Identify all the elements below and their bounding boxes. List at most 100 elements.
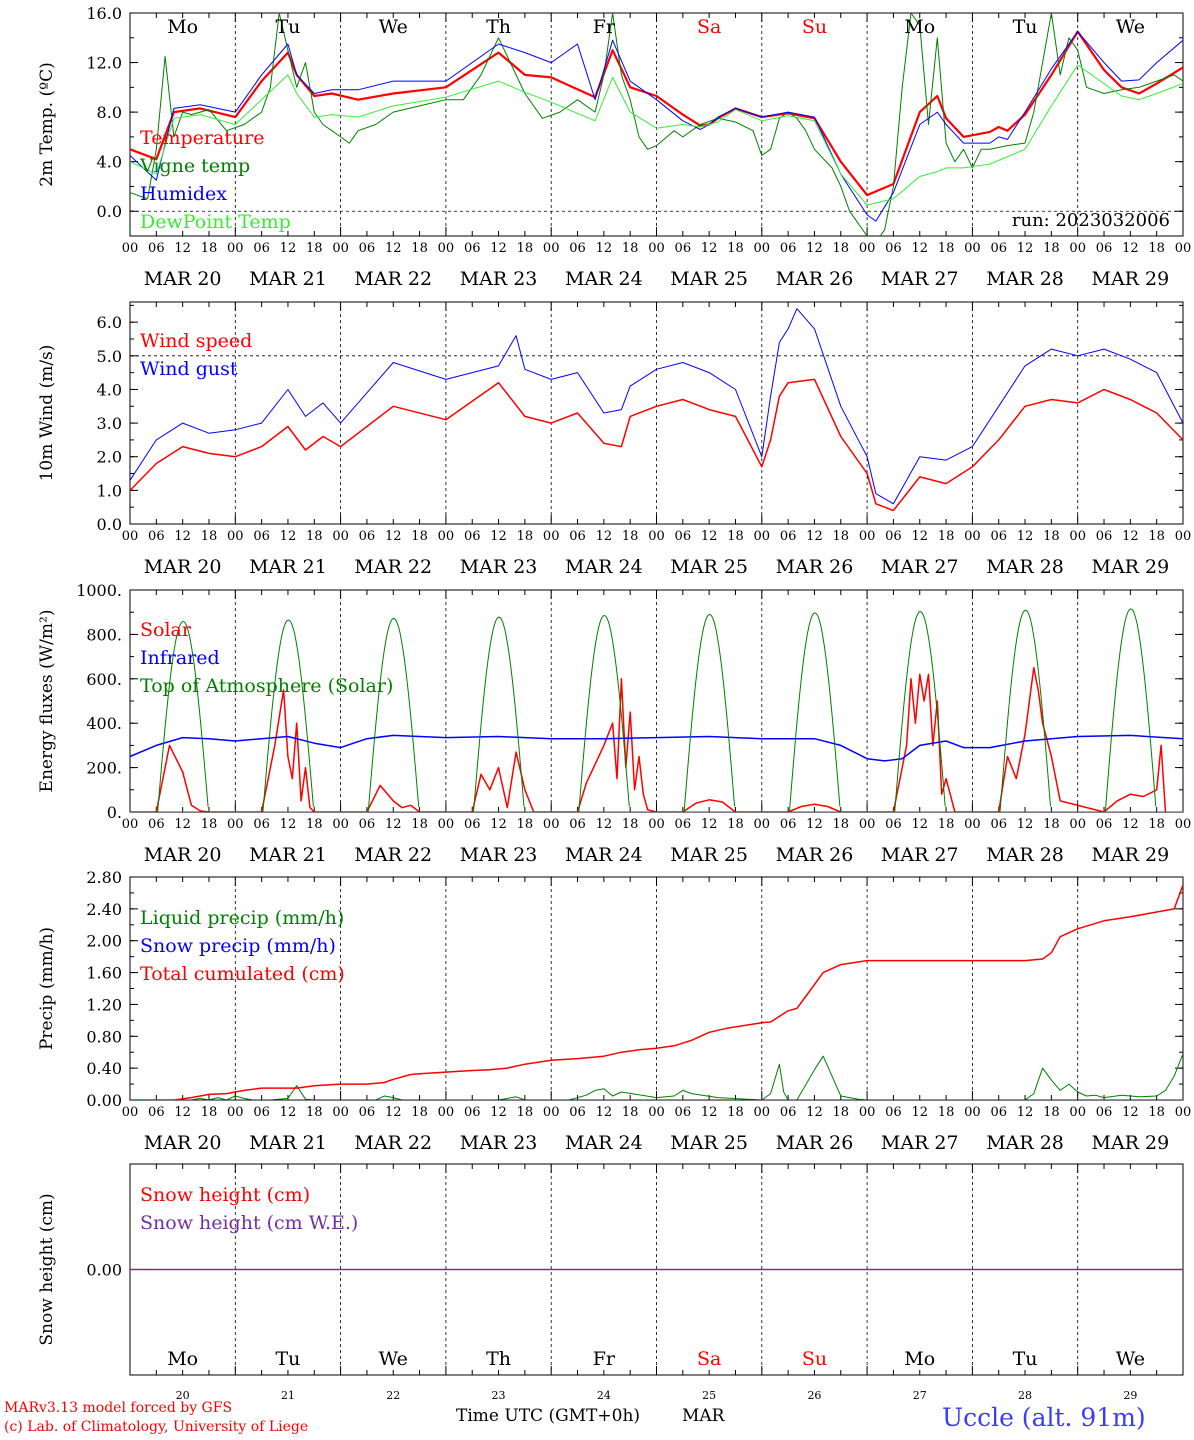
hour-label: 12	[385, 1105, 402, 1120]
hour-label: 00	[122, 817, 139, 832]
legend-entry: Humidex	[140, 183, 227, 205]
hour-label: 06	[1096, 817, 1113, 832]
y-tick-label: 600.	[86, 670, 122, 689]
y-tick-label: 0.0	[97, 202, 122, 221]
hour-label: 18	[622, 529, 639, 544]
hour-label: 12	[1017, 241, 1034, 256]
hour-label: 00	[964, 241, 981, 256]
day-name: We	[379, 16, 408, 38]
date-label: MAR 20	[144, 556, 222, 578]
legend-entry: Top of Atmosphere (Solar)	[140, 675, 393, 697]
hour-label: 00	[122, 529, 139, 544]
hour-label: 06	[675, 529, 692, 544]
hour-label: 00	[1175, 817, 1192, 832]
hour-label: 12	[806, 241, 823, 256]
hour-label: 18	[833, 1105, 850, 1120]
day-name: We	[1116, 16, 1145, 38]
hour-label: 12	[806, 1105, 823, 1120]
hour-label: 18	[1148, 1105, 1165, 1120]
y-tick-label: 0.0	[97, 515, 122, 534]
date-label: MAR 20	[144, 1132, 222, 1154]
legend-entry: Wind speed	[140, 330, 252, 352]
y-tick-label: 2.40	[86, 900, 122, 919]
date-label: MAR 23	[460, 1132, 538, 1154]
hour-label: 00	[332, 1105, 349, 1120]
date-label: MAR 25	[670, 556, 748, 578]
hour-label: 00	[648, 817, 665, 832]
y-axis-title: 10m Wind (m/s)	[37, 345, 57, 482]
y-tick-label: 1.0	[97, 481, 122, 500]
hour-label: 00	[859, 241, 876, 256]
legend-entry: Vigne temp	[139, 155, 250, 177]
hour-label: 00	[438, 241, 455, 256]
panel-2: 0.0 1.0 2.0 3.0 4.0 5.0 6.0 10m Wind (m/s) Wind …	[37, 301, 1191, 578]
hour-label: 00	[648, 241, 665, 256]
legend-entry: Liquid precip (mm/h)	[140, 907, 344, 929]
hour-label: 06	[359, 817, 376, 832]
run-label: run: 2023032006	[1012, 210, 1170, 231]
date-label: MAR 29	[1091, 844, 1169, 866]
hour-label: 00	[332, 529, 349, 544]
copyright-credit: (c) Lab. of Climatology, University of L…	[4, 1419, 309, 1435]
date-label: MAR 26	[776, 556, 854, 578]
hour-label: 06	[885, 529, 902, 544]
toa-solar-arc	[999, 609, 1051, 812]
hour-label: 12	[280, 241, 297, 256]
hour-label: 18	[306, 817, 323, 832]
hour-label: 12	[596, 241, 613, 256]
hour-label: 18	[517, 241, 534, 256]
date-label: MAR 21	[249, 1132, 327, 1154]
toa-solar-arc	[788, 612, 841, 812]
legend-entry: Solar	[140, 619, 192, 641]
hour-label: 12	[280, 529, 297, 544]
day-number-label: 21	[281, 1389, 295, 1402]
hour-label: 12	[1122, 241, 1139, 256]
hour-label: 06	[253, 241, 270, 256]
hour-label: 06	[253, 817, 270, 832]
hour-label: 06	[464, 241, 481, 256]
hour-label: 06	[990, 817, 1007, 832]
hour-label: 18	[306, 529, 323, 544]
hour-label: 18	[201, 529, 218, 544]
y-tick-label: 0.00	[86, 1261, 122, 1280]
hour-label: 18	[201, 241, 218, 256]
hour-label: 00	[754, 817, 771, 832]
date-label: MAR 27	[881, 268, 959, 290]
hour-label: 00	[122, 241, 139, 256]
legend-entry: DewPoint Temp	[140, 211, 291, 233]
hour-label: 12	[911, 241, 928, 256]
hour-label: 18	[727, 241, 744, 256]
hour-label: 12	[701, 529, 718, 544]
hour-label: 00	[1175, 1105, 1192, 1120]
toa-solar-arc	[578, 615, 630, 812]
hour-label: 18	[727, 817, 744, 832]
y-tick-label: 2.00	[86, 932, 122, 951]
y-tick-label: 1.20	[86, 995, 122, 1014]
y-tick-label: 16.0	[86, 4, 122, 23]
series-line	[130, 884, 1183, 1100]
day-number-label: 29	[1123, 1389, 1137, 1402]
hour-label: 00	[543, 1105, 560, 1120]
toa-solar-arc	[157, 621, 209, 812]
legend-entry: Wind gust	[140, 358, 238, 380]
hour-label: 18	[201, 1105, 218, 1120]
hour-label: 06	[1096, 241, 1113, 256]
day-name: We	[1116, 1348, 1145, 1370]
hour-label: 18	[833, 529, 850, 544]
hour-label: 06	[464, 817, 481, 832]
date-label: MAR 25	[670, 268, 748, 290]
hour-label: 12	[490, 1105, 507, 1120]
series-group	[130, 308, 1183, 512]
hour-label: 00	[227, 1105, 244, 1120]
hour-label: 00	[122, 1105, 139, 1120]
hour-label: 12	[174, 241, 191, 256]
hour-label: 18	[938, 529, 955, 544]
y-tick-label: 3.0	[97, 414, 122, 433]
y-tick-label: 2.80	[86, 868, 122, 887]
station-label: Uccle (alt. 91m)	[942, 1403, 1146, 1432]
date-label: MAR 25	[670, 1132, 748, 1154]
day-number-label: 28	[1018, 1389, 1032, 1402]
date-label: MAR 29	[1091, 1132, 1169, 1154]
hour-label: 00	[754, 241, 771, 256]
series-group	[130, 608, 1183, 812]
